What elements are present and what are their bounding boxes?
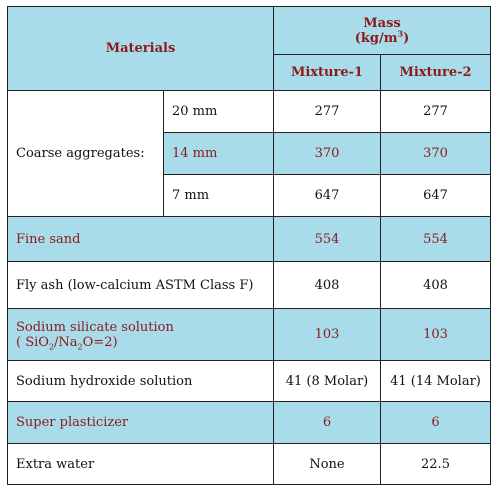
- table-row: 7 mm 647 647: [8, 174, 491, 217]
- table-row: 14 mm 370 370: [8, 132, 491, 175]
- coarse-size: 14 mm: [163, 132, 274, 175]
- sodium-silicate-label: Sodium silicate solution ( SiO2/Na2O=2): [7, 308, 274, 361]
- table-row: Sodium silicate solution ( SiO2/Na2O=2) …: [7, 308, 491, 361]
- mixture-header-row: Mixture-1 Mixture-2: [8, 54, 491, 91]
- extra-water-label: Extra water: [7, 443, 274, 485]
- header-row: Materials Mass (kg/m3): [7, 6, 491, 91]
- mixture1-value: None: [273, 443, 381, 485]
- table-row: Super plasticizer 6 6: [7, 401, 491, 444]
- mixture1-value: 277: [273, 90, 381, 133]
- coarse-size: 7 mm: [163, 174, 274, 217]
- mixture2-value: 6: [380, 401, 491, 444]
- mixture1-value: 103: [273, 308, 381, 361]
- mixture1-value: 554: [273, 216, 381, 262]
- mass-title: Mass: [363, 15, 401, 31]
- super-plasticizer-label: Super plasticizer: [7, 401, 274, 444]
- sodium-hydroxide-label: Sodium hydroxide solution: [7, 360, 274, 402]
- mixture1-value: 41 (8 Molar): [273, 360, 381, 402]
- mix-proportions-table: Materials Mass (kg/m3) Mixture-1 Mixture…: [7, 6, 491, 485]
- coarse-aggregates-label: Coarse aggregates:: [7, 90, 164, 217]
- mixture1-value: 408: [273, 261, 381, 309]
- coarse-size: 20 mm: [163, 90, 274, 133]
- mixture2-value: 103: [380, 308, 491, 361]
- mass-unit: (kg/m3): [354, 28, 410, 46]
- mixture2-header: Mixture-2: [380, 54, 491, 91]
- table-row: Coarse aggregates: 20 mm 277 277: [7, 90, 491, 217]
- fly-ash-label: Fly ash (low-calcium ASTM Class F): [7, 261, 274, 309]
- mixture1-value: 6: [273, 401, 381, 444]
- mixture1-value: 647: [273, 174, 381, 217]
- mixture2-value: 277: [380, 90, 491, 133]
- table-row: Fly ash (low-calcium ASTM Class F) 408 4…: [7, 261, 491, 309]
- mixture2-value: 22.5: [380, 443, 491, 485]
- mass-header: Mass (kg/m3): [273, 6, 491, 55]
- mixture2-value: 408: [380, 261, 491, 309]
- mixture1-value: 370: [273, 132, 381, 175]
- mixture2-value: 647: [380, 174, 491, 217]
- mixture2-value: 554: [380, 216, 491, 262]
- mixture2-value: 370: [380, 132, 491, 175]
- table-row: Extra water None 22.5: [7, 443, 491, 485]
- fine-sand-label: Fine sand: [7, 216, 274, 262]
- mixture2-value: 41 (14 Molar): [380, 360, 491, 402]
- sodium-silicate-formula: ( SiO2/Na2O=2): [16, 334, 118, 352]
- table-row: Sodium hydroxide solution 41 (8 Molar) 4…: [7, 360, 491, 402]
- mixture1-header: Mixture-1: [273, 54, 381, 91]
- table-row: Fine sand 554 554: [7, 216, 491, 262]
- materials-header: Materials: [7, 6, 274, 91]
